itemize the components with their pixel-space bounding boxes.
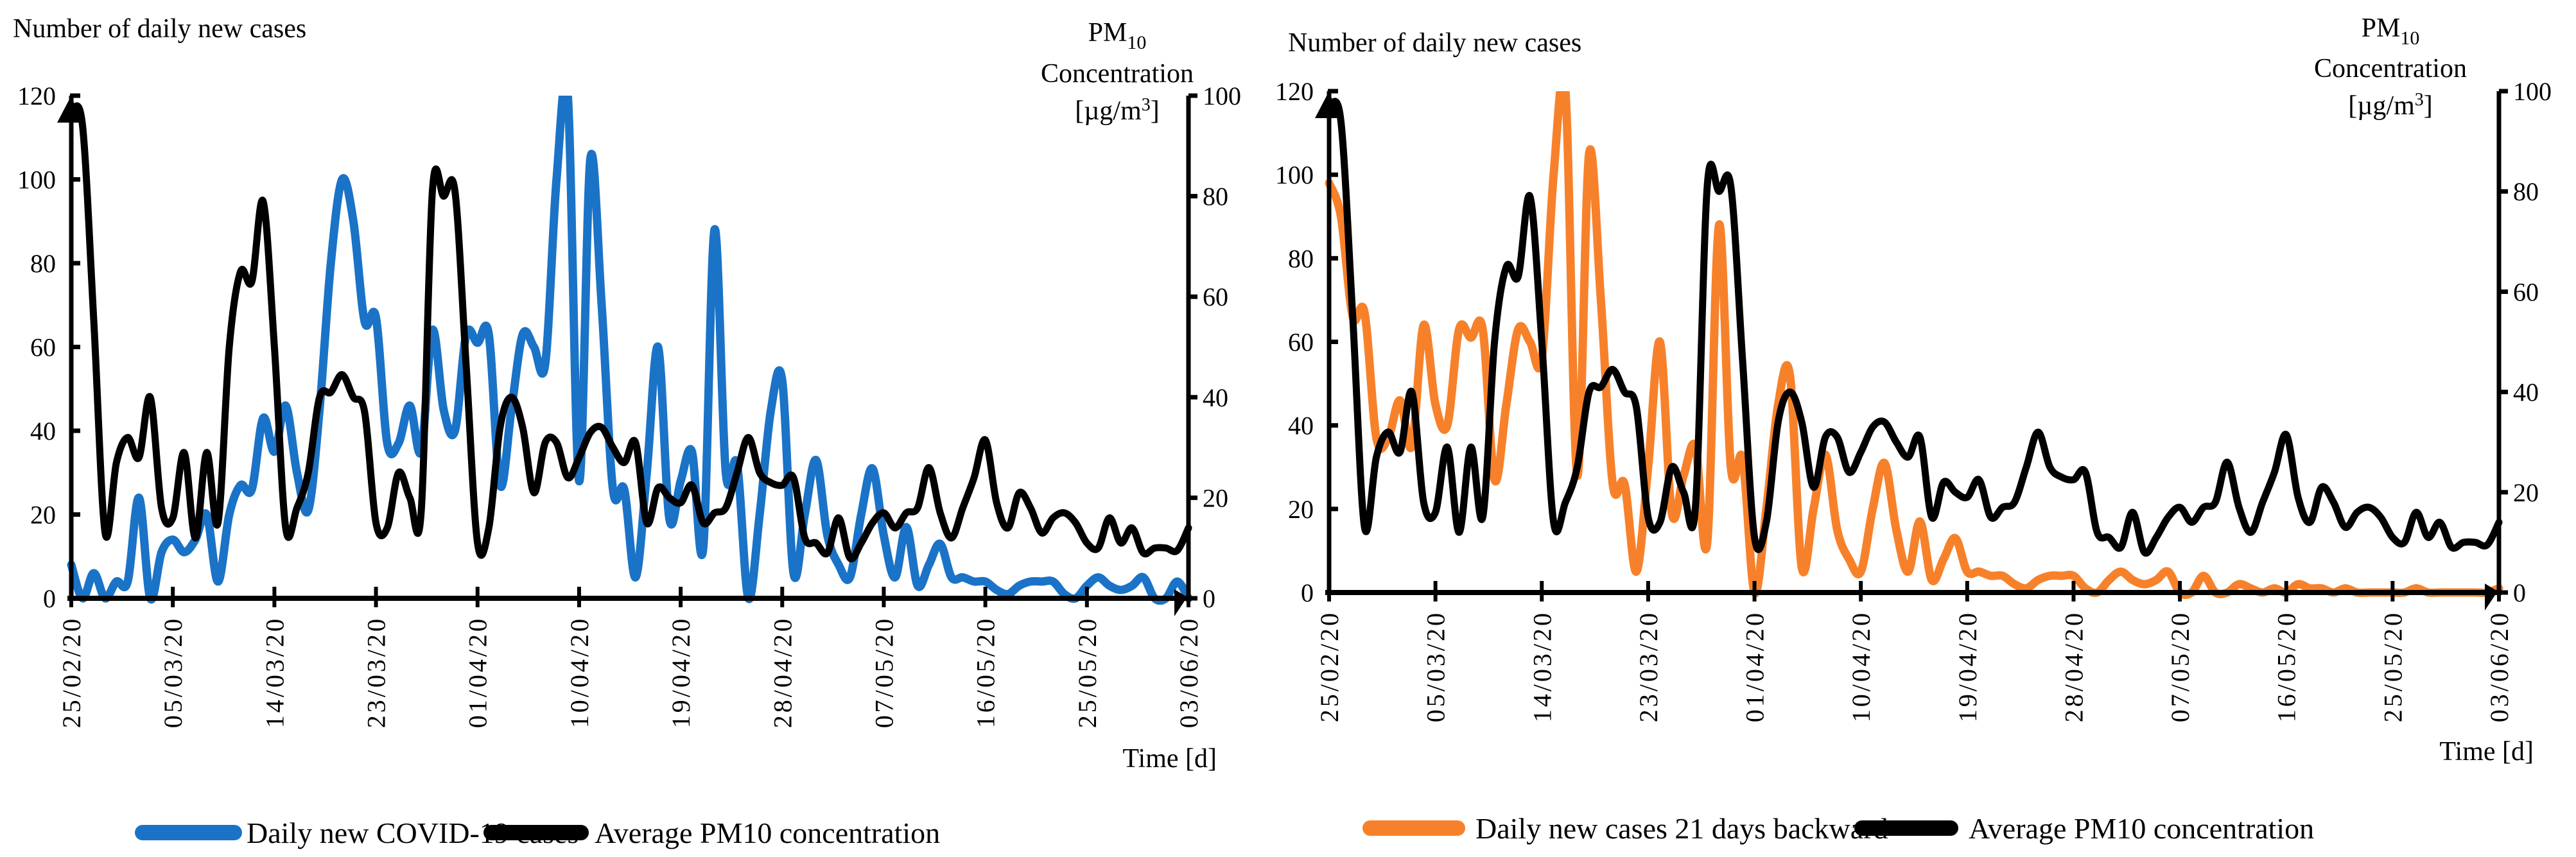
left-y-tick-label: 80 <box>30 249 56 278</box>
x-tick-label: 14/03/20 <box>260 616 289 728</box>
left-y-tick-label: 0 <box>1301 578 1314 607</box>
left-y-tick-label: 40 <box>30 417 56 446</box>
y-axis-arrow-icon <box>57 96 82 123</box>
legend-label-pm10: Average PM10 concentration <box>1969 812 2314 845</box>
legend-label-pm10: Average PM10 concentration <box>595 817 940 849</box>
series-line-cases <box>67 96 1193 605</box>
right-axis-title-line3: [µg/m3] <box>1075 95 1160 126</box>
x-tick-label: 19/04/20 <box>1953 610 1982 722</box>
left-y-tick-label: 80 <box>1288 244 1314 273</box>
right-y-tick-label: 60 <box>2513 277 2539 306</box>
x-tick-label: 25/05/20 <box>2378 610 2407 722</box>
right-y-tick-label: 20 <box>1203 483 1228 512</box>
x-tick-label: 28/04/20 <box>2059 610 2088 722</box>
left-y-tick-label: 60 <box>1288 328 1314 357</box>
x-tick-label: 19/04/20 <box>666 616 695 728</box>
left-y-tick-label: 100 <box>1275 160 1314 189</box>
x-tick-label: 25/02/20 <box>57 616 86 728</box>
left-y-tick-label: 60 <box>30 333 56 362</box>
left-y-tick-label: 0 <box>43 584 56 613</box>
x-tick-label: 25/05/20 <box>1073 616 1102 728</box>
x-tick-label: 03/06/20 <box>1174 616 1203 728</box>
x-tick-label: 16/05/20 <box>971 616 1000 728</box>
x-tick-label: 28/04/20 <box>768 616 797 728</box>
left-y-tick-label: 120 <box>17 82 56 110</box>
right-y-tick-label: 60 <box>1203 282 1228 311</box>
x-axis-arrow-icon <box>2485 584 2498 610</box>
x-axis-title: Time [d] <box>2439 737 2534 766</box>
right-axis-title-line2: Concentration <box>1041 59 1194 89</box>
right-y-tick-label: 20 <box>2513 478 2539 507</box>
x-tick-label: 10/04/20 <box>1847 610 1875 722</box>
right-y-tick-label: 0 <box>1203 584 1215 613</box>
x-tick-label: 14/03/20 <box>1527 610 1556 722</box>
plot-area: 0 20 40 60 80 100 120 0 20 40 60 80 100 25/02/20 05/03… <box>17 82 1241 728</box>
x-axis-arrow-icon <box>1174 589 1187 616</box>
x-tick-label: 25/02/20 <box>1315 610 1344 722</box>
right-y-tick-label: 40 <box>2513 378 2539 407</box>
left-y-tick-label: 40 <box>1288 411 1314 440</box>
x-axis-title: Time [d] <box>1122 744 1217 774</box>
series-line-cases <box>1325 91 2503 599</box>
x-tick-label: 23/03/20 <box>1634 610 1663 722</box>
chart-daily-cases-vs-pm10: Number of daily new cases PM10 Concentra… <box>13 14 1241 849</box>
y-axis-arrow-icon <box>1315 91 1339 118</box>
x-tick-label: 05/03/20 <box>159 616 187 728</box>
right-axis-title-line1: PM10 <box>2362 13 2420 49</box>
x-tick-label: 01/04/20 <box>1741 610 1770 722</box>
right-axis-title-line3: [µg/m3] <box>2348 90 2433 121</box>
series-line-pm10 <box>1325 98 2503 557</box>
x-tick-label: 23/03/20 <box>362 616 391 728</box>
plot-area: 0 20 40 60 80 100 120 0 20 40 60 80 100 25/02/20 05/03… <box>1275 77 2552 722</box>
legend: Daily new COVID-19 cases Average PM10 co… <box>135 817 940 849</box>
left-axis-title: Number of daily new cases <box>13 14 306 44</box>
right-y-tick-label: 0 <box>2513 578 2526 607</box>
left-y-tick-label: 120 <box>1275 77 1314 106</box>
right-y-tick-label: 100 <box>1203 82 1241 110</box>
x-tick-label: 07/05/20 <box>869 616 898 728</box>
right-y-tick-label: 80 <box>1203 182 1228 211</box>
x-tick-label: 03/06/20 <box>2485 610 2514 722</box>
series-line-pm10 <box>67 102 1192 563</box>
right-axis-title-line2: Concentration <box>2314 54 2467 83</box>
left-y-tick-label: 100 <box>17 166 56 195</box>
x-tick-label: 01/04/20 <box>464 616 492 728</box>
x-tick-label: 05/03/20 <box>1422 610 1450 722</box>
x-tick-label: 10/04/20 <box>565 616 594 728</box>
x-tick-label: 07/05/20 <box>2166 610 2195 722</box>
left-y-tick-label: 20 <box>30 501 56 530</box>
chart-backward-cases-vs-pm10: Number of daily new cases PM10 Concentra… <box>1275 13 2552 845</box>
right-y-tick-label: 40 <box>1203 383 1228 412</box>
right-axis-title-line1: PM10 <box>1088 18 1147 53</box>
legend: Daily new cases 21 days backward Average… <box>1362 812 2314 845</box>
legend-label-backward-cases: Daily new cases 21 days backward <box>1475 812 1888 845</box>
right-y-tick-label: 80 <box>2513 177 2539 206</box>
left-axis-title: Number of daily new cases <box>1288 28 1581 58</box>
left-y-tick-label: 20 <box>1288 495 1314 524</box>
right-y-tick-label: 100 <box>2513 77 2552 106</box>
x-tick-label: 16/05/20 <box>2272 610 2301 722</box>
